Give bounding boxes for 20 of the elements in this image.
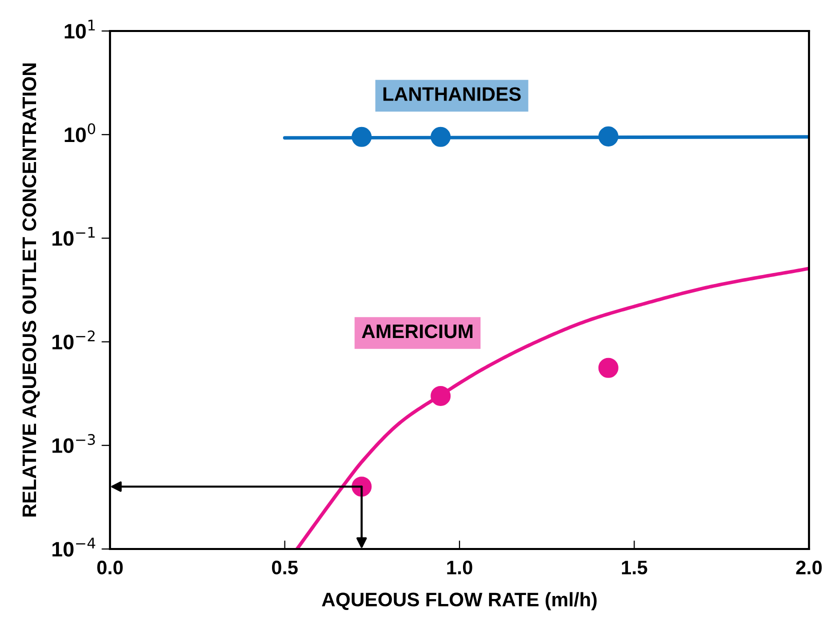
y-tick-label: 10$^{−1}$ (52, 227, 95, 246)
x-tick-label: 1.0 (447, 560, 472, 574)
point (598, 126, 618, 146)
y-tick-label: 10$^{−2}$ (52, 330, 95, 350)
x-axis-title: AQUEOUS FLOW RATE (ml/h) (322, 592, 597, 610)
series-label: AMERICIUM (362, 324, 472, 338)
y-axis-title: RELATIVE AQUEOUS OUTLET CONCENTRATION (22, 64, 40, 516)
point (430, 126, 451, 147)
x-tick-label: 0.5 (272, 560, 298, 574)
y-tick-label: 10$^{−3}$ (52, 434, 95, 453)
y-tick-label: 10$^{0}$ (64, 123, 96, 142)
x-tick-label: 2.0 (796, 560, 822, 574)
series-label: LANTHANIDES (383, 87, 521, 101)
y-tick-label: 10$^{−4}$ (52, 538, 96, 557)
y-tick-label: 10$^{1}$ (64, 20, 95, 39)
point (598, 358, 618, 378)
x-tick-label: 1.5 (622, 560, 648, 574)
x-tick-label: 0.0 (97, 560, 123, 574)
point (352, 126, 372, 147)
point (430, 386, 451, 406)
